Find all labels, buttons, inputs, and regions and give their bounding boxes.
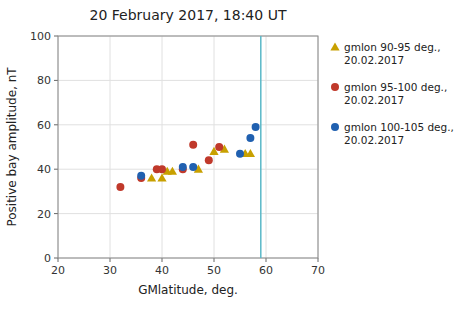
grid-line-y <box>58 80 318 81</box>
series <box>147 145 255 182</box>
legend-label: gmlon 95-100 deg.,20.02.2017 <box>344 81 447 106</box>
legend-marker <box>330 42 339 50</box>
point <box>236 150 244 158</box>
tick-label-y: 0 <box>44 252 51 265</box>
x-axis-label: GMlatitude, deg. <box>138 283 238 297</box>
point <box>137 172 145 180</box>
tick-label-x: 20 <box>51 264 65 277</box>
tick-label-y: 20 <box>37 208 51 221</box>
point <box>179 163 187 171</box>
tick-label-x: 60 <box>259 264 273 277</box>
legend-marker <box>331 123 339 131</box>
plot-frame <box>58 36 318 258</box>
tick-y <box>54 169 58 170</box>
point <box>215 143 223 151</box>
tick-x <box>318 258 319 262</box>
plot-area <box>116 36 260 258</box>
grid-line-y <box>58 124 318 125</box>
legend-label-line: gmlon 95-100 deg., <box>344 81 447 93</box>
legend-marker <box>331 83 339 91</box>
tick-y <box>54 213 58 214</box>
tick-x <box>266 258 267 262</box>
legend-label: gmlon 100-105 deg.,20.02.2017 <box>344 121 454 146</box>
tick-label-y: 60 <box>37 119 51 132</box>
tick-y <box>54 258 58 259</box>
point <box>116 183 124 191</box>
vertical-line <box>260 36 262 258</box>
grid-line-x <box>266 36 267 258</box>
axes: 203040506070020406080100 <box>30 30 325 277</box>
grid-line-y <box>58 169 318 170</box>
legend-label-line: gmlon 100-105 deg., <box>344 121 454 133</box>
tick-y <box>54 124 58 125</box>
tick-label-x: 70 <box>311 264 325 277</box>
chart: 20304050607002040608010020 February 2017… <box>0 0 474 310</box>
legend-label: gmlon 90-95 deg.,20.02.2017 <box>344 41 441 66</box>
tick-x <box>162 258 163 262</box>
y-axis-label: Positive bay amplitude, nT <box>5 67 19 227</box>
legend-label-line: 20.02.2017 <box>344 94 404 106</box>
tick-x <box>110 258 111 262</box>
title: 20 February 2017, 18:40 UT <box>90 7 287 23</box>
tick-y <box>54 80 58 81</box>
tick-label-x: 40 <box>155 264 169 277</box>
legend-label-line: 20.02.2017 <box>344 54 404 66</box>
point <box>168 167 177 175</box>
grid-line-y <box>58 213 318 214</box>
grid-line-x <box>110 36 111 258</box>
tick-x <box>58 258 59 262</box>
legend-label-line: 20.02.2017 <box>344 134 404 146</box>
point <box>147 173 156 181</box>
tick-x <box>214 258 215 262</box>
point <box>252 123 260 131</box>
series <box>137 123 259 180</box>
point <box>158 165 166 173</box>
point <box>246 149 255 157</box>
tick-label-y: 40 <box>37 163 51 176</box>
grid <box>58 36 318 258</box>
tick-label-y: 100 <box>30 30 51 43</box>
series <box>116 141 223 191</box>
point <box>205 156 213 164</box>
tick-label-x: 50 <box>207 264 221 277</box>
tick-label-x: 30 <box>103 264 117 277</box>
point <box>246 134 254 142</box>
legend: gmlon 90-95 deg.,20.02.2017gmlon 95-100 … <box>330 41 454 146</box>
tick-label-y: 80 <box>37 74 51 87</box>
point <box>189 163 197 171</box>
grid-line-x <box>162 36 163 258</box>
legend-label-line: gmlon 90-95 deg., <box>344 41 441 53</box>
tick-y <box>54 36 58 37</box>
point <box>189 141 197 149</box>
